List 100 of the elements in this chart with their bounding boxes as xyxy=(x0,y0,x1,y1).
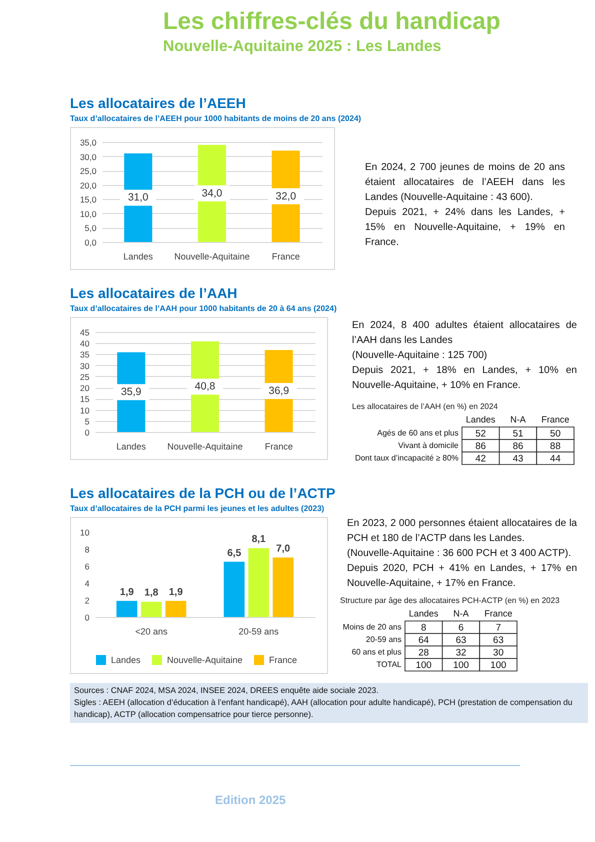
data-label: 88 xyxy=(550,440,561,452)
bar xyxy=(272,558,294,617)
data-label: 1,9 xyxy=(168,586,184,598)
text: Depuis 2021, + 18% en Landes, + 10% en Nouvelle-Aquitaine, + 10% en France. xyxy=(352,364,577,393)
chart-title: Les allocataires de l’AEEH xyxy=(70,95,247,111)
y-tick-label: 2 xyxy=(84,596,90,606)
y-tick-label: Dont taux d’incapacité ≥ 80% xyxy=(354,453,458,462)
data-label: 8,1 xyxy=(252,534,266,546)
y-tick-label: 6 xyxy=(84,562,90,572)
text: En 2024, 8 400 adultes étaient allocataires de l’AAH dans les Landes xyxy=(352,319,577,348)
text: Les chiffres-clés du handicap xyxy=(163,8,502,36)
x-tick-label: Nouvelle-Aquitaine xyxy=(167,442,243,452)
text: En 2024, 2 700 jeunes de moins de 20 ans étaient allocataires de l’AEEH dans les Landes (Nouvelle-Aquitaine : 43 600). xyxy=(365,161,565,205)
bar xyxy=(116,600,138,617)
y-tick-label: 20 xyxy=(80,383,90,394)
data-label: 1,8 xyxy=(144,588,159,599)
data-label: 6,5 xyxy=(227,548,242,559)
data-label: 32,0 xyxy=(276,190,296,202)
data-label: 100 xyxy=(453,660,469,671)
data-label: 43 xyxy=(512,453,524,464)
chart-subtitle: Taux d’allocataires de la PCH parmi les jeunes et les adultes (2023) xyxy=(70,504,326,513)
x-tick-label: Landes xyxy=(116,442,146,452)
legend-label: France xyxy=(269,655,298,665)
y-tick-label: 5,0 xyxy=(84,223,97,234)
text: Depuis 2021, + 24% dans les Landes, + 15% en Nouvelle-Aquitaine, + 19% en France. xyxy=(365,206,565,250)
data-label: 86 xyxy=(475,440,486,452)
y-tick-label: 30 xyxy=(80,360,90,371)
data-label: 64 xyxy=(418,634,429,646)
y-tick-label: 25,0 xyxy=(80,166,97,176)
bar xyxy=(248,548,270,617)
y-tick-label: 10 xyxy=(80,405,90,416)
data-label: 34,0 xyxy=(202,187,222,200)
x-tick-label: Landes xyxy=(466,414,496,424)
chart-title: Les allocataires de la PCH ou de l’ACTP xyxy=(70,485,336,501)
x-tick-label: France xyxy=(264,442,293,452)
data-label: 7 xyxy=(496,622,501,634)
y-tick-label: TOTAL xyxy=(376,660,402,669)
text: Sigles : AEEH (allocation d’éducation à l’enfant handicapé), AAH (allocation pour adulte handicapé), PCH (prestation de compensation du handicap), ACTP (allocation compensatrice pour tierce personne). xyxy=(74,697,574,721)
data-label: 50 xyxy=(550,428,561,440)
legend-label: Nouvelle-Aquitaine xyxy=(167,655,243,665)
x-tick-label: Landes xyxy=(123,252,154,262)
y-tick-label: 20-59 ans xyxy=(366,634,402,644)
chart-subtitle: Taux d’allocataires de l’AAH pour 1000 habitants de 20 à 64 ans (2024) xyxy=(70,304,338,313)
y-tick-label: 15,0 xyxy=(80,194,97,205)
text: Edition 2025 xyxy=(215,793,286,807)
y-tick-label: 40 xyxy=(80,338,90,349)
x-tick-label: France xyxy=(541,414,570,424)
data-label: 1,9 xyxy=(120,586,134,598)
y-tick-label: 0 xyxy=(84,428,90,438)
y-tick-label: 35,0 xyxy=(80,138,97,148)
y-tick-label: 8 xyxy=(84,544,90,554)
x-tick-label: <20 ans xyxy=(135,626,168,636)
data-label: 100 xyxy=(490,660,506,671)
y-tick-label: 0 xyxy=(84,612,90,622)
data-label: 42 xyxy=(475,453,486,464)
y-tick-label: 10 xyxy=(80,528,90,538)
data-label: 44 xyxy=(550,453,561,464)
data-label: 52 xyxy=(475,428,486,440)
x-tick-label: N-A xyxy=(510,414,526,424)
text: Depuis 2020, PCH + 41% en Landes, + 17% en Nouvelle-Aquitaine, + 17% en France. xyxy=(347,562,577,591)
legend-label: Landes xyxy=(111,655,142,665)
y-tick-label: Moins de 20 ans xyxy=(342,622,402,632)
bar xyxy=(224,562,245,617)
data-label: 63 xyxy=(493,634,504,646)
source-note: Sources : CNAF 2024, MSA 2024, INSEE 2024, DREES enquête aide sociale 2023. xyxy=(74,685,380,697)
data-label: 86 xyxy=(512,440,524,452)
y-tick-label: 15 xyxy=(80,394,90,404)
data-label: 100 xyxy=(416,660,432,671)
text: (Nouvelle-Aquitaine : 36 600 PCH et 3 400 ACTP). xyxy=(347,547,572,561)
data-label: 35,9 xyxy=(120,386,142,398)
data-label: 7,0 xyxy=(276,544,291,554)
data-label: 32 xyxy=(456,647,466,658)
y-tick-label: 30,0 xyxy=(80,152,97,162)
data-label: 40,8 xyxy=(194,380,216,393)
bar xyxy=(165,600,186,617)
data-label: 51 xyxy=(512,428,524,440)
chart-title: Structure par âge des allocataires PCH-ACTP (en %) en 2023 xyxy=(340,596,561,605)
data-label: 31,0 xyxy=(128,192,149,204)
y-tick-label: Vivant à domicile xyxy=(398,440,460,450)
x-tick-label: France xyxy=(484,608,512,618)
y-tick-label: 45 xyxy=(80,328,90,338)
data-label: 63 xyxy=(456,634,466,646)
y-tick-label: 20,0 xyxy=(80,180,97,190)
y-tick-label: Agés de 60 ans et plus xyxy=(377,428,458,438)
y-tick-label: 60 ans et plus xyxy=(352,647,402,656)
y-tick-label: 5 xyxy=(84,416,90,426)
data-label: 30 xyxy=(493,647,504,658)
text: Nouvelle-Aquitaine 2025 : Les Landes xyxy=(163,38,442,56)
data-label: 36,9 xyxy=(268,385,290,397)
data-label: 28 xyxy=(418,647,429,658)
y-tick-label: 0,0 xyxy=(84,238,97,248)
y-tick-label: 10,0 xyxy=(80,208,97,219)
x-tick-label: N-A xyxy=(453,608,469,618)
y-tick-label: 25 xyxy=(80,372,90,382)
text: En 2023, 2 000 personnes étaient allocataires de la PCH et 180 de l’ACTP dans les Landes. xyxy=(347,517,577,546)
chart-title: Les allocataires de l’AAH xyxy=(70,285,238,301)
bar xyxy=(140,602,162,617)
text: (Nouvelle-Aquitaine : 125 700) xyxy=(352,349,488,363)
chart-subtitle: Taux d’allocataires de l’AEEH pour 1000 habitants de moins de 20 ans (2024) xyxy=(70,114,362,123)
y-tick-label: 4 xyxy=(84,578,90,588)
